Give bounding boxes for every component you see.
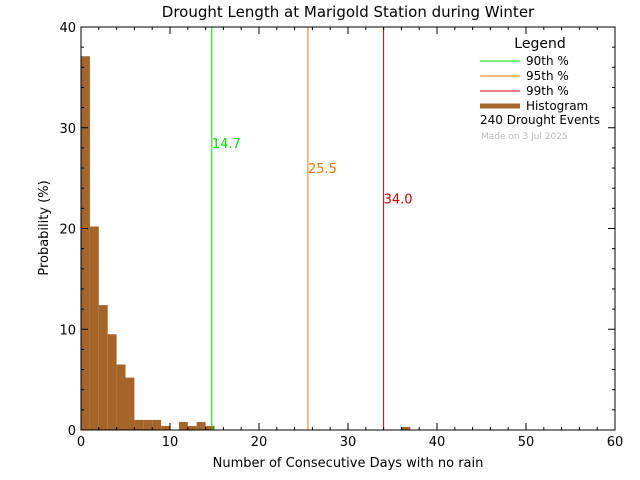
percentile-lines: 14.7 25.5 34.0 xyxy=(211,27,413,430)
percentile-value-label: 14.7 xyxy=(212,137,241,152)
chart-title: Drought Length at Marigold Station durin… xyxy=(162,3,535,21)
y-axis-label: Probability (%) xyxy=(37,180,52,275)
histogram-bar xyxy=(161,425,170,430)
histogram-bars xyxy=(81,56,411,430)
legend-events: 240 Drought Events xyxy=(480,113,600,127)
x-tick-label: 20 xyxy=(251,435,268,450)
x-tick-label: 60 xyxy=(607,435,624,450)
legend-title: Legend xyxy=(514,36,565,52)
legend-entry-label: 95th % xyxy=(526,69,569,83)
legend-made-on: Made on 3 Jul 2025 xyxy=(481,132,568,142)
y-tick-label: 30 xyxy=(59,122,76,137)
histogram-bar xyxy=(187,425,197,430)
x-tick-label: 50 xyxy=(518,435,535,450)
x-tick-label: 0 xyxy=(77,435,85,450)
x-tick-label: 10 xyxy=(162,435,179,450)
y-tick-label: 10 xyxy=(59,323,76,338)
y-tick-label: 40 xyxy=(59,21,76,36)
histogram-bar xyxy=(134,419,144,430)
histogram-bar xyxy=(89,226,99,430)
percentile-value-label: 25.5 xyxy=(308,162,337,177)
legend: Legend 90th %95th %99th %Histogram 240 D… xyxy=(480,36,600,142)
y-tick-label: 20 xyxy=(59,223,76,238)
percentile-value-label: 34.0 xyxy=(384,192,413,207)
legend-entry-label: 90th % xyxy=(526,54,569,68)
legend-entry-label: 99th % xyxy=(526,84,569,98)
legend-entry-label: Histogram xyxy=(526,99,588,113)
histogram-bar xyxy=(107,334,117,430)
x-tick-label: 30 xyxy=(340,435,357,450)
histogram-bar xyxy=(205,425,215,430)
x-axis-label: Number of Consecutive Days with no rain xyxy=(213,456,484,471)
x-tick-label: 40 xyxy=(429,435,446,450)
histogram-bar xyxy=(125,377,135,430)
histogram-bar xyxy=(98,305,108,430)
histogram-bar xyxy=(81,56,90,430)
histogram-bar xyxy=(116,364,126,430)
histogram-bar xyxy=(152,419,162,430)
histogram-bar xyxy=(196,421,206,430)
histogram-bar xyxy=(143,419,153,430)
y-tick-label: 0 xyxy=(68,424,76,439)
axis-ticks: 0 10 20 30 40 50 60 0 10 20 30 40 xyxy=(59,21,623,450)
histogram-bar xyxy=(401,426,411,430)
histogram-bar xyxy=(178,421,188,430)
